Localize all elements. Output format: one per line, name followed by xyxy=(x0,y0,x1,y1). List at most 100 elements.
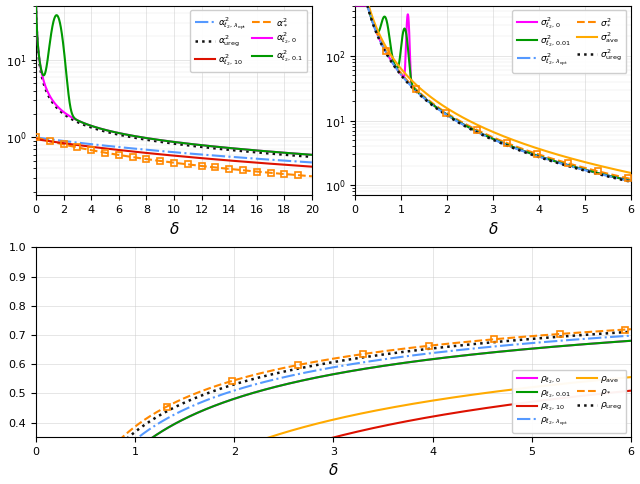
$\sigma^2_{\ell_2,\,0}$ xyxy=(578,166,586,172)
Line: $\rho_{\ell_2,\,0.01}$: $\rho_{\ell_2,\,0.01}$ xyxy=(36,341,631,484)
$\sigma^2_{\ell_2,\,\lambda_\mathrm{opt}}$ xyxy=(457,121,465,126)
$\sigma^2_\mathrm{ureg}$ xyxy=(557,161,565,167)
$\rho_{\ell_2,\,\lambda_\mathrm{opt}}$ xyxy=(259,379,267,385)
$\sigma^2_\mathrm{ave}$ xyxy=(457,113,465,119)
$\sigma^2_{\ell_2,\,\lambda_\mathrm{opt}}$ xyxy=(517,148,525,153)
$\sigma^2_\mathrm{ureg}$ xyxy=(578,167,586,173)
$\sigma^2_\mathrm{ureg}$ xyxy=(457,121,465,127)
$\rho_{\ell_2,\,0.01}$ xyxy=(476,351,484,357)
$\sigma^2_\mathrm{ave}$ xyxy=(578,158,586,164)
$\rho_{\ell_2,\,10}$ xyxy=(419,415,427,421)
$\alpha^2_{\ell_2,\,0.1}$ xyxy=(259,148,267,154)
$\rho_*$ xyxy=(389,347,397,353)
$\alpha^2_{\ell_2,\,10}$ xyxy=(308,164,316,169)
$\sigma^2_{\ell_2,\,\lambda_\mathrm{opt}}$ xyxy=(557,161,565,166)
$\rho_{\ell_2,\,\lambda_\mathrm{opt}}$ xyxy=(522,341,529,347)
$\alpha^2_*$ xyxy=(83,146,90,152)
$\rho_*$ xyxy=(522,334,529,340)
$\sigma^2_{\ell_2,\,0}$ xyxy=(517,147,525,153)
X-axis label: $\delta$: $\delta$ xyxy=(488,221,498,237)
$\alpha^2_{\ell_2,\,0.1}$ xyxy=(32,0,40,5)
$\sigma^2_{\ell_2,\,0.01}$ xyxy=(627,178,635,184)
$\sigma^2_\mathrm{ave}$ xyxy=(401,71,409,77)
$\sigma^2_\mathrm{ureg}$ xyxy=(517,148,525,154)
$\rho_{\ell_2,\,0.01}$ xyxy=(419,358,427,363)
Line: $\sigma^2_{\ell_2,\,\lambda_\mathrm{opt}}$: $\sigma^2_{\ell_2,\,\lambda_\mathrm{opt}… xyxy=(355,0,631,182)
$\rho_{\ell_2,\,10}$ xyxy=(389,421,397,427)
$\rho_*$ xyxy=(140,417,148,423)
Line: $\sigma^2_\mathrm{ureg}$: $\sigma^2_\mathrm{ureg}$ xyxy=(355,0,631,182)
$\alpha^2_{\ell_2,\,\lambda_\mathrm{opt}}$ xyxy=(198,151,205,157)
$\rho_\mathrm{ureg}$ xyxy=(627,329,635,334)
$\rho_{\ell_2,\,\lambda_\mathrm{opt}}$ xyxy=(389,355,397,361)
$\alpha^2_{\ell_2,\,\lambda_\mathrm{opt}}$ xyxy=(308,160,316,166)
$\sigma^2_*$ xyxy=(401,76,409,81)
$\rho_{\ell_2,\,0}$ xyxy=(522,347,529,352)
$\rho_\mathrm{ave}$ xyxy=(627,374,635,380)
$\alpha^2_{\ell_2,\,0.1}$ xyxy=(212,144,220,150)
Line: $\rho_{\ell_2,\,0}$: $\rho_{\ell_2,\,0}$ xyxy=(36,341,631,484)
$\rho_*$ xyxy=(259,370,267,376)
$\rho_\mathrm{ureg}$ xyxy=(389,350,397,356)
$\rho_\mathrm{ureg}$ xyxy=(476,341,484,347)
$\rho_{\ell_2,\,0.01}$ xyxy=(522,347,529,352)
$\rho_*$ xyxy=(476,338,484,344)
$\rho_\mathrm{ave}$ xyxy=(389,405,397,410)
$\alpha^2_*$ xyxy=(138,155,145,161)
$\sigma^2_\mathrm{ave}$ xyxy=(517,140,525,146)
$\sigma^2_{\ell_2,\,\lambda_\mathrm{opt}}$ xyxy=(578,166,586,172)
$\rho_{\ell_2,\,0.01}$ xyxy=(389,362,397,367)
$\alpha^2_{\ell_2,\,0}$ xyxy=(259,148,267,154)
$\sigma^2_{\ell_2,\,0}$ xyxy=(531,152,538,158)
$\sigma^2_*$ xyxy=(557,158,565,164)
Line: $\sigma^2_\mathrm{ave}$: $\sigma^2_\mathrm{ave}$ xyxy=(355,0,631,173)
$\alpha^2_\mathrm{ureg}$ xyxy=(32,8,40,14)
$\rho_\mathrm{ureg}$ xyxy=(419,347,427,352)
Line: $\alpha^2_{\ell_2,\,0.1}$: $\alpha^2_{\ell_2,\,0.1}$ xyxy=(36,2,312,155)
$\alpha^2_{\ell_2,\,0}$ xyxy=(138,135,145,140)
$\rho_*$ xyxy=(627,326,635,332)
$\alpha^2_*$ xyxy=(259,169,267,175)
$\rho_\mathrm{ave}$ xyxy=(476,391,484,396)
$\alpha^2_{\ell_2,\,0}$ xyxy=(32,0,40,5)
$\sigma^2_\mathrm{ave}$ xyxy=(531,145,538,151)
$\alpha^2_{\ell_2,\,\lambda_\mathrm{opt}}$ xyxy=(212,153,220,159)
$\sigma^2_\mathrm{ureg}$ xyxy=(627,179,635,185)
$\rho_{\ell_2,\,0}$ xyxy=(259,387,267,393)
$\sigma^2_{\ell_2,\,0.01}$ xyxy=(401,27,409,33)
$\sigma^2_\mathrm{ureg}$ xyxy=(401,77,409,83)
$\alpha^2_*$ xyxy=(198,163,205,169)
$\alpha^2_{\ell_2,\,10}$ xyxy=(138,150,145,155)
$\alpha^2_\mathrm{ureg}$ xyxy=(83,123,90,129)
$\alpha^2_*$ xyxy=(32,135,40,140)
$\rho_{\ell_2,\,\lambda_\mathrm{opt}}$ xyxy=(419,351,427,357)
$\sigma^2_{\ell_2,\,0.01}$ xyxy=(557,160,565,166)
$\rho_{\ell_2,\,0}$ xyxy=(419,358,427,363)
$\alpha^2_{\ell_2,\,0}$ xyxy=(212,144,220,150)
$\alpha^2_{\ell_2,\,\lambda_\mathrm{opt}}$ xyxy=(138,146,145,152)
$\sigma^2_*$ xyxy=(517,145,525,151)
$\alpha^2_{\ell_2,\,\lambda_\mathrm{opt}}$ xyxy=(238,155,246,161)
$\sigma^2_{\ell_2,\,0.01}$ xyxy=(517,147,525,153)
$\sigma^2_{\ell_2,\,\lambda_\mathrm{opt}}$ xyxy=(531,152,538,158)
$\sigma^2_{\ell_2,\,0}$ xyxy=(457,120,465,126)
$\rho_\mathrm{ureg}$ xyxy=(140,423,148,428)
$\alpha^2_{\ell_2,\,10}$ xyxy=(198,155,205,161)
$\sigma^2_{\ell_2,\,0}$ xyxy=(557,160,565,166)
Line: $\alpha^2_{\ell_2,\,0}$: $\alpha^2_{\ell_2,\,0}$ xyxy=(36,2,312,155)
$\rho_{\ell_2,\,\lambda_\mathrm{opt}}$ xyxy=(627,333,635,338)
$\sigma^2_{\ell_2,\,0}$ xyxy=(627,178,635,184)
Line: $\sigma^2_{\ell_2,\,0}$: $\sigma^2_{\ell_2,\,0}$ xyxy=(355,5,631,181)
Line: $\rho_{\ell_2,\,\lambda_\mathrm{opt}}$: $\rho_{\ell_2,\,\lambda_\mathrm{opt}}$ xyxy=(36,335,631,484)
$\alpha^2_{\ell_2,\,10}$ xyxy=(32,136,40,142)
$\sigma^2_{\ell_2,\,0}$ xyxy=(401,56,409,62)
$\alpha^2_{\ell_2,\,10}$ xyxy=(83,143,90,149)
$\alpha^2_*$ xyxy=(238,167,246,173)
X-axis label: $\delta$: $\delta$ xyxy=(328,462,339,479)
$\rho_{\ell_2,\,0.01}$ xyxy=(140,441,148,447)
$\alpha^2_{\ell_2,\,0.1}$ xyxy=(83,121,90,127)
$\alpha^2_*$ xyxy=(212,165,220,170)
Line: $\rho_\mathrm{ureg}$: $\rho_\mathrm{ureg}$ xyxy=(36,332,631,484)
$\sigma^2_*$ xyxy=(531,150,538,156)
Legend: $\alpha^2_{\ell_2,\,\lambda_\mathrm{opt}}$, $\alpha^2_\mathrm{ureg}$, $\alpha^2_: $\alpha^2_{\ell_2,\,\lambda_\mathrm{opt}… xyxy=(190,10,307,72)
